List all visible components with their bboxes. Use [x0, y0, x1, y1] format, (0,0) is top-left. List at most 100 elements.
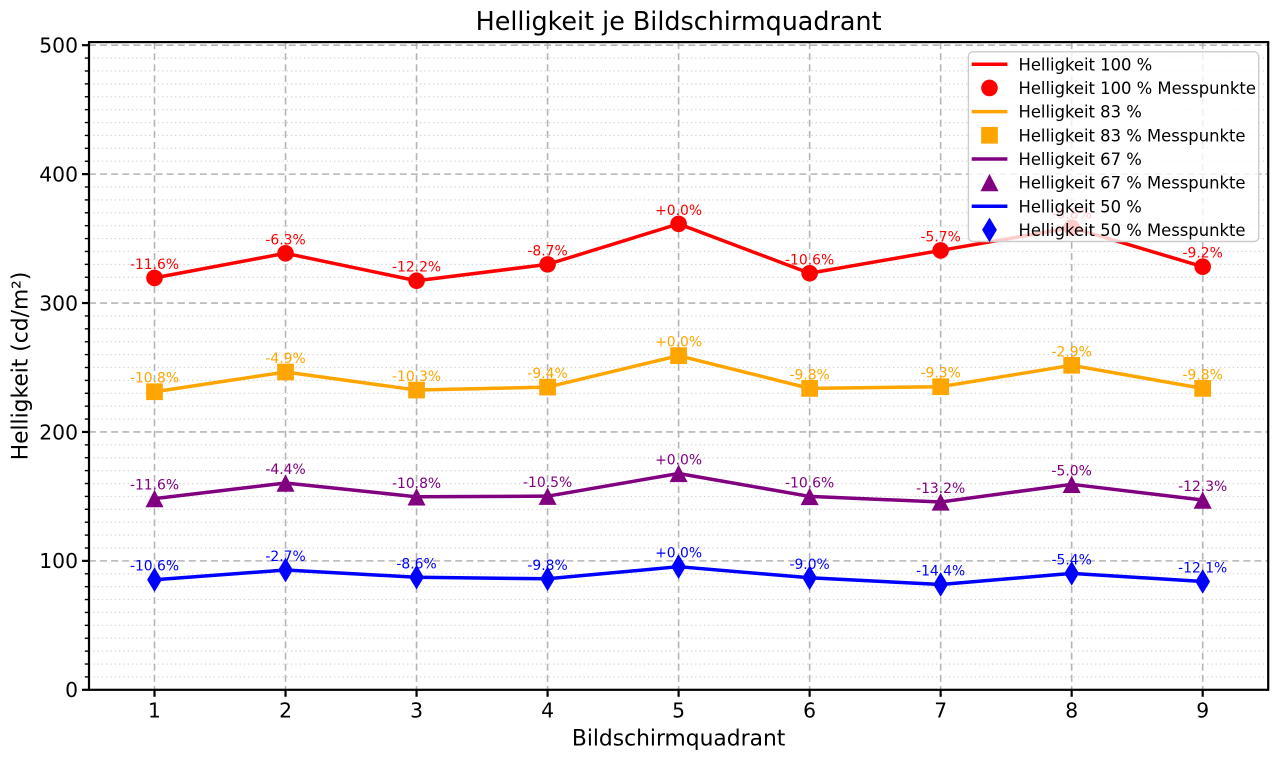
legend-label: Helligkeit 50 % Messpunkte: [1019, 221, 1246, 240]
point-percent-label: -5.4%: [1052, 552, 1092, 568]
y-tick-label: 200: [39, 420, 78, 444]
series-2: -10.8% -4.9% -10.3% -9.4% +0.0% -9.8% -9.3% -2.…: [130, 335, 1223, 401]
data-point-square-marker: [670, 347, 687, 364]
y-axis-label: Helligkeit (cd/m²): [9, 272, 34, 461]
point-percent-label: -4.9%: [265, 351, 305, 367]
data-point-triangle-marker: [931, 493, 950, 511]
point-percent-label: -12.1%: [1178, 561, 1227, 577]
point-percent-label: -10.3%: [392, 369, 441, 385]
point-percent-label: -9.3%: [920, 366, 960, 382]
point-percent-label: -13.2%: [916, 481, 965, 497]
point-percent-label: -10.6%: [130, 559, 179, 575]
point-percent-label: -9.8%: [789, 367, 829, 383]
y-tick-label: 300: [39, 291, 78, 315]
data-point-circle-marker: [146, 269, 163, 287]
data-point-circle-marker: [1194, 258, 1211, 275]
y-tick-label: 0: [65, 678, 78, 702]
point-percent-label: -10.8%: [392, 476, 441, 492]
data-point-diamond-marker: [147, 567, 162, 593]
x-tick-label: 6: [803, 699, 816, 723]
point-percent-label: -6.3%: [265, 232, 305, 248]
data-point-diamond-marker: [933, 572, 949, 597]
point-percent-label: -9.2%: [1183, 246, 1223, 262]
point-percent-label: -12.2%: [392, 260, 441, 276]
point-percent-label: -5.0%: [1052, 463, 1092, 479]
data-point-circle-marker: [408, 272, 425, 290]
point-percent-label: -10.8%: [130, 371, 179, 387]
legend-item: Helligkeit 50 %: [971, 197, 1142, 216]
legend-item: Helligkeit 100 %: [971, 55, 1152, 74]
y-tick-label: 100: [39, 549, 78, 573]
legend-item: Helligkeit 67 %: [971, 150, 1142, 169]
point-percent-label: +0.0%: [655, 546, 702, 562]
legend: Helligkeit 100 % Helligkeit 100 % Messpun…: [967, 51, 1260, 243]
series-4: -10.6% -2.7% -8.6% -9.8% +0.0% -9.0% -14.4% -5.…: [130, 546, 1227, 597]
data-point-circle-marker: [932, 242, 949, 259]
data-point-diamond-marker: [540, 566, 555, 592]
data-point-circle-marker: [801, 264, 818, 282]
point-percent-label: +0.0%: [655, 203, 702, 219]
y-tick-label: 500: [39, 34, 78, 58]
point-percent-label: -11.6%: [130, 478, 179, 494]
data-point-triangle-marker: [276, 474, 295, 492]
data-point-square-marker: [408, 381, 425, 399]
x-tick-label: 5: [672, 699, 685, 723]
x-tick-label: 1: [148, 699, 161, 723]
legend-label: Helligkeit 100 % Messpunkte: [1019, 79, 1256, 98]
x-tick-label: 4: [541, 699, 554, 723]
legend-label: Helligkeit 83 % Messpunkte: [1019, 126, 1246, 145]
data-point-diamond-marker: [409, 564, 424, 590]
legend-box: [967, 51, 1260, 243]
point-percent-label: -9.8%: [527, 558, 567, 574]
x-tick-label: 2: [279, 699, 292, 723]
data-point-triangle-marker: [669, 464, 688, 483]
point-percent-label: -10.6%: [785, 475, 834, 491]
y-tick-label: 400: [39, 162, 78, 186]
axis-ticks: 0 100 200 300 400 500 1 2 3 4 5 6 7 8 9: [39, 34, 1209, 723]
point-percent-label: -9.8%: [1183, 367, 1223, 383]
legend-item: Helligkeit 83 % Messpunkte: [981, 126, 1246, 145]
data-point-triangle-marker: [145, 489, 164, 508]
data-point-circle-marker: [277, 244, 294, 262]
data-point-diamond-marker: [671, 554, 686, 579]
legend-item: Helligkeit 100 % Messpunkte: [981, 79, 1256, 98]
legend-item: Helligkeit 67 % Messpunkte: [980, 174, 1246, 193]
point-percent-label: -2.7%: [265, 549, 305, 565]
x-axis-label: Bildschirmquadrant: [572, 726, 786, 751]
data-point-square-marker: [1194, 380, 1212, 397]
legend-item: Helligkeit 50 % Messpunkte: [982, 217, 1246, 243]
point-percent-label: +0.0%: [655, 452, 702, 468]
point-percent-label: -8.7%: [527, 243, 567, 259]
x-tick-label: 9: [1196, 699, 1209, 723]
point-percent-label: -10.6%: [785, 252, 834, 268]
data-point-circle-marker: [981, 79, 998, 97]
data-point-triangle-marker: [800, 487, 819, 506]
legend-item: Helligkeit 83 %: [971, 103, 1142, 122]
data-point-square-marker: [981, 126, 998, 144]
point-percent-label: -5.7%: [920, 229, 960, 245]
legend-label: Helligkeit 67 % Messpunkte: [1019, 174, 1246, 193]
data-point-diamond-marker: [1195, 569, 1211, 594]
data-point-circle-marker: [539, 256, 556, 273]
data-point-diamond-marker: [1064, 561, 1080, 586]
data-point-triangle-marker: [1193, 491, 1212, 509]
data-point-circle-marker: [670, 215, 687, 233]
legend-label: Helligkeit 83 %: [1019, 103, 1142, 122]
data-point-diamond-marker: [278, 557, 293, 583]
point-percent-label: -4.4%: [265, 462, 305, 478]
legend-label: Helligkeit 67 %: [1019, 150, 1142, 169]
data-point-square-marker: [539, 378, 556, 396]
data-point-triangle-marker: [407, 488, 426, 506]
point-percent-label: +0.0%: [655, 335, 702, 351]
point-percent-label: -8.6%: [396, 556, 436, 572]
legend-label: Helligkeit 50 %: [1019, 197, 1142, 216]
chart-title: Helligkeit je Bildschirmquadrant: [476, 6, 882, 36]
point-percent-label: -9.4%: [527, 366, 567, 382]
x-tick-label: 3: [410, 699, 423, 723]
data-point-square-marker: [146, 383, 163, 401]
data-point-diamond-marker: [802, 565, 818, 591]
point-percent-label: -11.6%: [130, 257, 179, 273]
data-point-triangle-marker: [1062, 475, 1081, 494]
